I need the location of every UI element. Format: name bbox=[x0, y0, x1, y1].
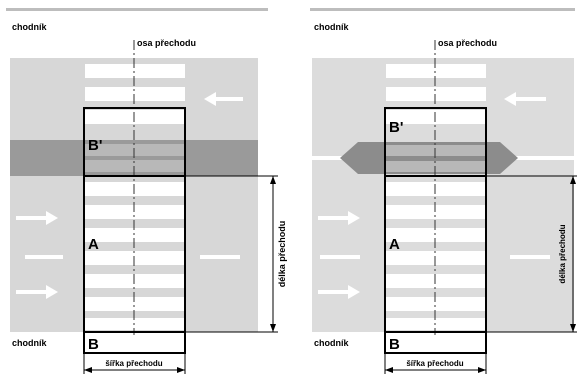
zebra-stripes bbox=[386, 64, 486, 330]
crossing-width-label: šířka přechodu bbox=[406, 359, 463, 368]
left-diagram: chodník chodník osa přechodu B' A B délk… bbox=[0, 0, 290, 376]
crossing-length-label: délka přechodu bbox=[277, 221, 287, 288]
sidewalk-top-label: chodník bbox=[314, 22, 349, 32]
arrowhead-icon bbox=[478, 367, 486, 373]
arrow-right-icon bbox=[16, 211, 58, 225]
width-dimension bbox=[83, 353, 186, 374]
width-dimension bbox=[384, 353, 487, 374]
zone-b-prime-label: B' bbox=[389, 119, 403, 136]
zone-b-outline bbox=[83, 331, 186, 354]
zone-b-outline bbox=[384, 331, 487, 354]
sidewalk-bottom-label: chodník bbox=[12, 338, 47, 348]
crossing-width-label: šířka přechodu bbox=[105, 359, 162, 368]
arrowhead-icon bbox=[177, 367, 185, 373]
lane-markings bbox=[25, 255, 240, 259]
length-dimension bbox=[487, 175, 577, 333]
sidewalk-bottom-label: chodník bbox=[314, 338, 349, 348]
arrow-left-icon bbox=[204, 92, 243, 106]
crossing-axis-label: osa přechodu bbox=[438, 38, 497, 48]
left-diagram-svg: chodník chodník osa přechodu B' A B délk… bbox=[6, 8, 287, 374]
arrowhead-icon bbox=[385, 367, 393, 373]
crossing-length-label: délka přechodu bbox=[558, 224, 567, 283]
arrowhead-icon bbox=[270, 324, 276, 332]
zone-b-prime-label: B' bbox=[88, 137, 102, 154]
right-diagram: chodník chodník osa přechodu B' A B délk… bbox=[290, 0, 577, 376]
zone-b-label: B bbox=[389, 336, 400, 353]
arrowhead-icon bbox=[570, 176, 576, 184]
zone-a-label: A bbox=[389, 236, 400, 253]
crossing-axis-label: osa přechodu bbox=[137, 38, 196, 48]
length-dimension bbox=[186, 175, 278, 333]
arrow-right-icon bbox=[16, 285, 58, 299]
top-border bbox=[6, 8, 268, 11]
arrowhead-icon bbox=[84, 367, 92, 373]
top-border bbox=[310, 8, 575, 11]
arrowhead-icon bbox=[570, 324, 576, 332]
arrow-right-icon bbox=[318, 285, 360, 299]
zone-a-label: A bbox=[88, 236, 99, 253]
sidewalk-top-label: chodník bbox=[12, 22, 47, 32]
direction-arrows bbox=[318, 92, 546, 299]
arrow-left-icon bbox=[504, 92, 546, 106]
zone-b-label: B bbox=[88, 336, 99, 353]
direction-arrows bbox=[16, 92, 243, 299]
zebra-stripes bbox=[85, 64, 185, 330]
arrow-right-icon bbox=[318, 211, 360, 225]
arrowhead-icon bbox=[270, 176, 276, 184]
right-diagram-svg: chodník chodník osa přechodu B' A B délk… bbox=[310, 8, 577, 374]
